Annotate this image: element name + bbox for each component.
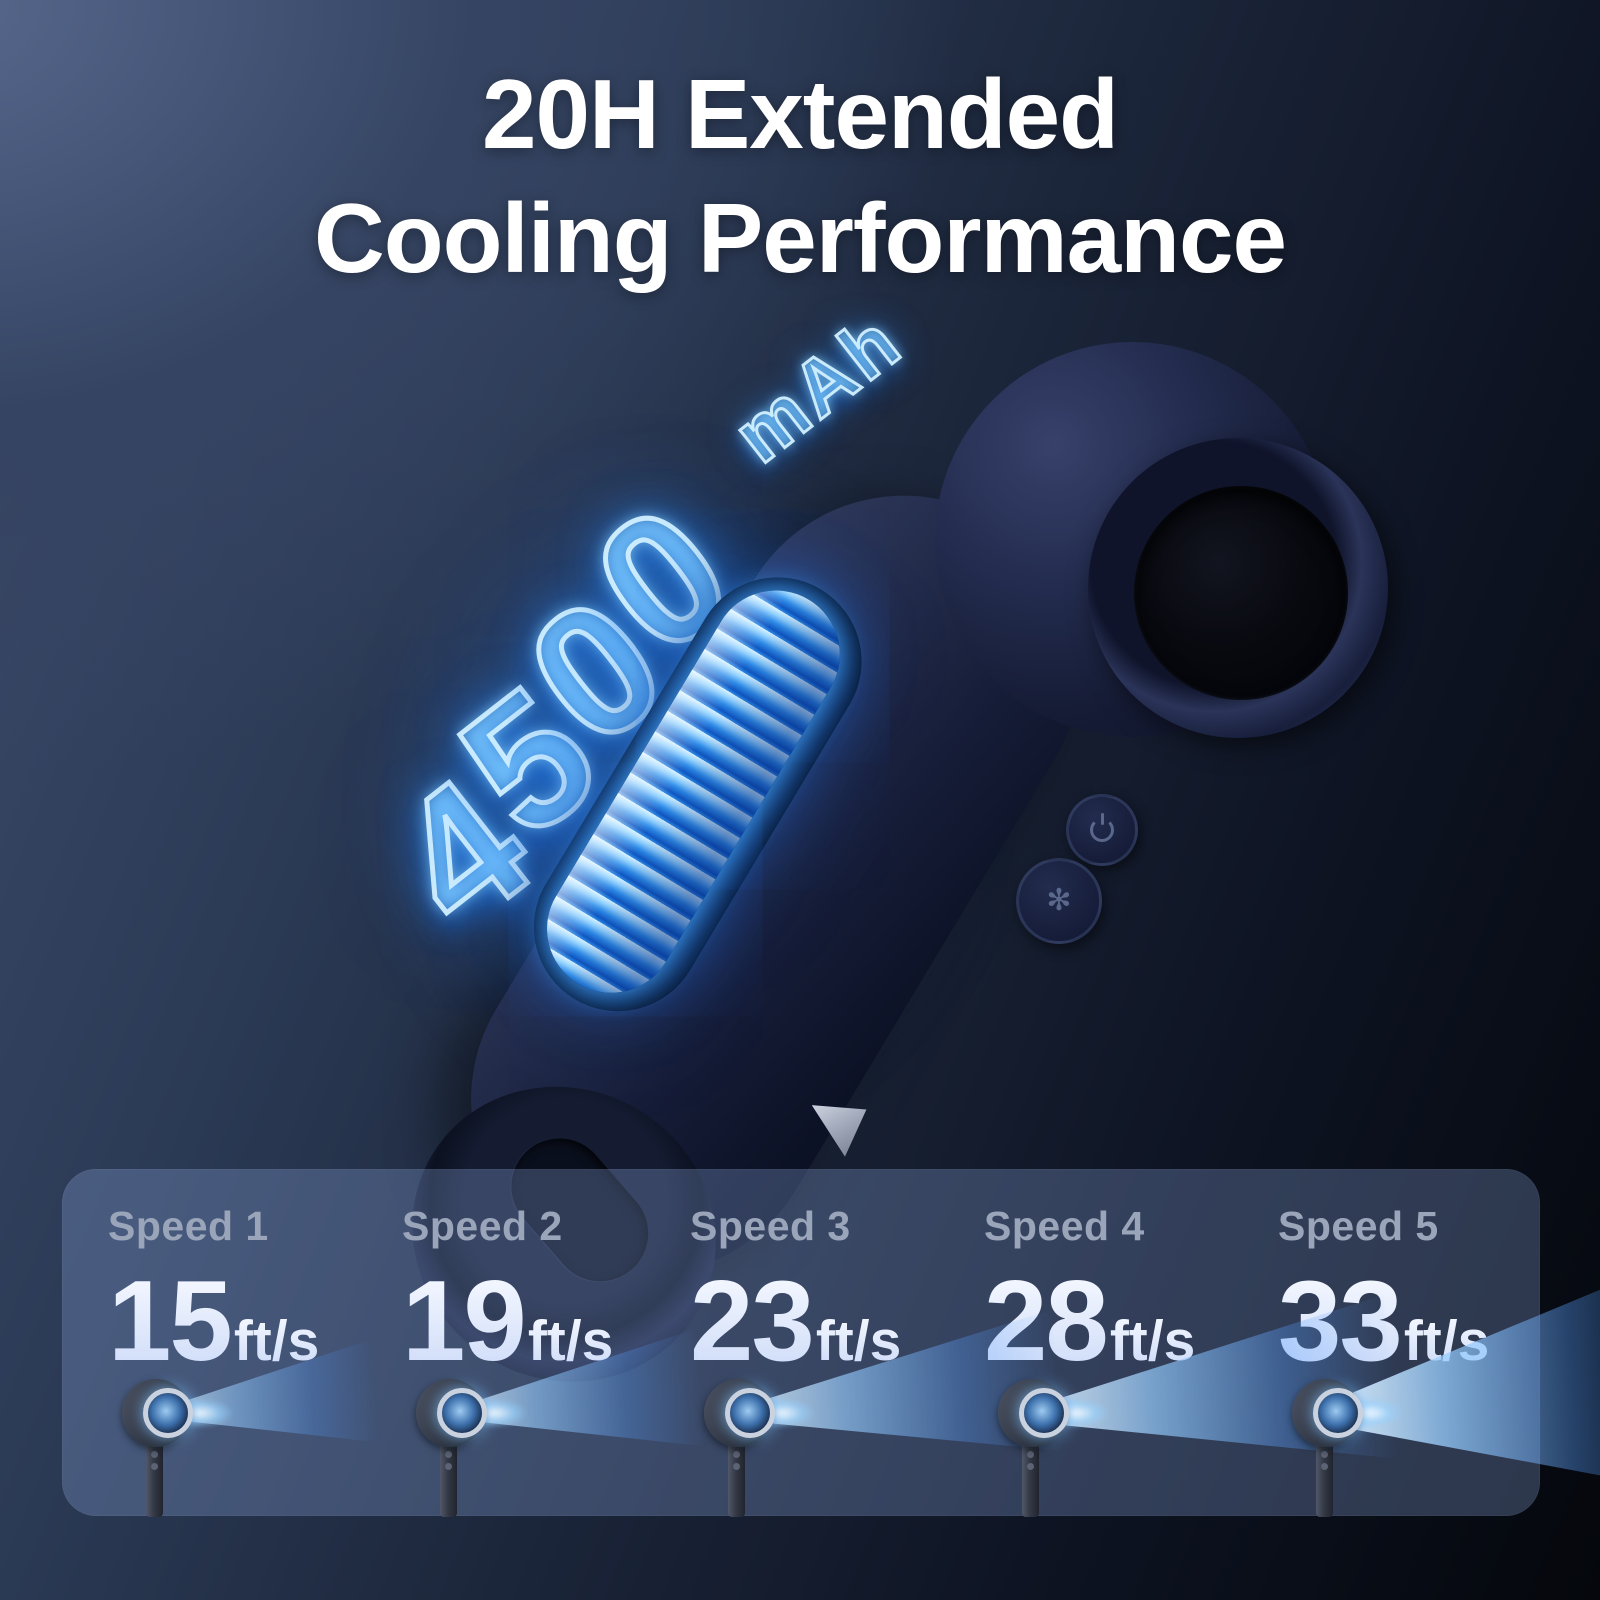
speed-column-3: Speed 3 23 ft/s (690, 1169, 972, 1516)
speed-number: 23 (690, 1258, 815, 1385)
mini-fan-handle (1022, 1437, 1039, 1517)
power-button (1066, 794, 1138, 866)
glowing-battery-cell (523, 566, 864, 1017)
page-title-line-2: Cooling Performance (313, 183, 1287, 294)
page-title-line-1: 20H Extended (481, 59, 1119, 169)
battery-window (502, 546, 893, 1043)
mini-fan-speed-5 (1292, 1379, 1363, 1600)
mini-fan-speed-4 (998, 1379, 1069, 1600)
speed-value: 15 ft/s (108, 1256, 390, 1387)
power-icon (1090, 813, 1114, 842)
mini-fan-speed-1 (122, 1379, 193, 1600)
mini-fan-face (725, 1388, 775, 1438)
mini-fan-speed-2 (416, 1379, 487, 1600)
speed-label: Speed 1 (108, 1203, 269, 1249)
speed-column-1: Speed 1 15 ft/s (108, 1169, 390, 1516)
speed-number: 19 (402, 1258, 527, 1385)
speed-value: 23 ft/s (690, 1256, 972, 1387)
mini-fan-handle (440, 1437, 457, 1517)
speed-label: Speed 3 (690, 1203, 851, 1249)
page-title: 20H Extended Cooling Performance (0, 52, 1600, 301)
speed-label: Speed 2 (402, 1203, 563, 1249)
mini-fan-face (1019, 1388, 1069, 1438)
speed-label: Speed 4 (984, 1203, 1145, 1249)
speed-mode-button: ✻ (1016, 858, 1102, 944)
speed-label: Speed 5 (1278, 1203, 1439, 1249)
fan-head-opening (1134, 486, 1348, 700)
mini-fan-face (437, 1388, 487, 1438)
speed-value: 19 ft/s (402, 1256, 684, 1387)
mini-fan-face (143, 1388, 193, 1438)
mini-fan-handle (728, 1437, 745, 1517)
speed-column-2: Speed 2 19 ft/s (402, 1169, 684, 1516)
speed-number: 15 (108, 1258, 233, 1385)
mini-fan-handle (146, 1437, 163, 1517)
speed-comparison-panel: Speed 1 15 ft/s Speed 2 19 ft/s Speed 3 … (62, 1169, 1540, 1516)
mini-fan-face (1313, 1388, 1363, 1438)
mini-fan-handle (1316, 1437, 1333, 1517)
fan-mode-icon: ✻ (1046, 884, 1072, 917)
mini-fan-speed-3 (704, 1379, 775, 1600)
